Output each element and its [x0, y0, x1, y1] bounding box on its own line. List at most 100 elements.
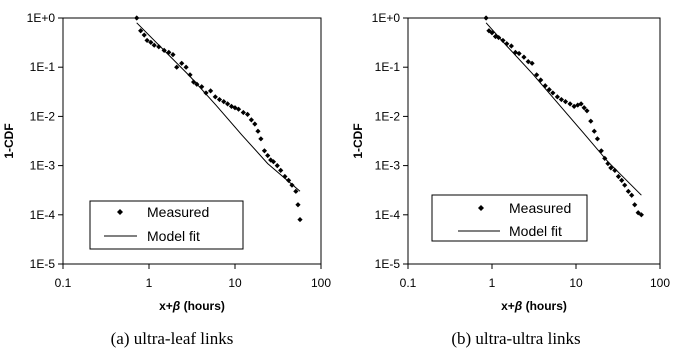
measured-point — [632, 202, 638, 208]
legend-box — [89, 200, 244, 250]
legend-label-measured: Measured — [147, 204, 209, 220]
x-axis-label: x+β (hours) — [159, 299, 225, 313]
measured-point — [216, 96, 223, 103]
x-tick-label: 10 — [228, 276, 242, 290]
measured-point — [496, 34, 502, 41]
measured-point — [293, 188, 299, 194]
measured-point — [285, 177, 292, 184]
measured-point — [166, 49, 172, 55]
measured-point — [268, 157, 274, 163]
y-tick-label: 1E-5 — [375, 257, 401, 271]
measured-point — [183, 64, 189, 70]
y-tick-label: 1E+0 — [27, 11, 56, 25]
measured-point — [512, 49, 519, 55]
chart-ultra-leaf: 1E+0 1E-1 1E-2 1E-3 1E-4 1E-5 0.1 1 10 1… — [2, 11, 331, 348]
x-axis-label-greek: β — [514, 299, 523, 313]
measured-point — [629, 192, 635, 198]
plot-frame — [407, 17, 661, 265]
measured-point — [274, 163, 280, 169]
legend-box — [431, 194, 588, 242]
measured-point — [199, 84, 205, 90]
measured-point — [258, 136, 264, 142]
legend-label-model: Model fit — [509, 223, 562, 239]
measured-point — [141, 32, 147, 38]
legend: Measured Model fit — [89, 200, 244, 250]
measured-point — [289, 182, 295, 188]
measured-point — [588, 118, 594, 124]
x-axis-label-tail: (hours) — [522, 299, 567, 313]
measured-point — [612, 167, 618, 173]
chart-caption: (b) ultra-ultra links — [451, 329, 580, 348]
x-tick-label: 10 — [569, 276, 583, 290]
measured-point — [235, 106, 242, 112]
legend-label-measured: Measured — [509, 200, 571, 216]
measured-point — [170, 52, 176, 58]
y-tick-label: 1E-1 — [375, 60, 401, 74]
x-axis: 0.1 1 10 100 — [400, 264, 670, 290]
measured-point — [278, 167, 284, 173]
x-axis: 0.1 1 10 100 — [55, 264, 331, 290]
x-tick-label: 0.1 — [400, 276, 417, 290]
measured-point — [144, 37, 150, 44]
measured-point — [584, 108, 590, 114]
measured-point — [489, 30, 495, 36]
measured-point — [615, 173, 622, 180]
measured-point — [638, 212, 644, 218]
measured-point — [622, 182, 628, 188]
measured-point — [594, 136, 601, 142]
measured-point — [534, 72, 540, 78]
measured-point — [525, 58, 531, 65]
measured-point — [203, 90, 209, 96]
measured-point — [282, 173, 288, 180]
x-tick-label: 1 — [146, 276, 153, 290]
measured-point — [608, 165, 614, 171]
measured-point — [558, 96, 564, 103]
y-tick-label: 1E-2 — [30, 109, 56, 123]
y-axis: 1E+0 1E-1 1E-2 1E-3 1E-4 1E-5 — [372, 11, 408, 271]
x-tick-label: 100 — [311, 276, 331, 290]
measured-point — [248, 117, 254, 123]
measured-point — [207, 88, 214, 94]
y-tick-label: 1E-3 — [375, 159, 401, 173]
chart-caption: (a) ultra-leaf links — [111, 329, 234, 348]
plot-frame — [62, 17, 322, 265]
measured-point — [244, 111, 251, 117]
y-tick-label: 1E-3 — [30, 159, 56, 173]
y-tick-label: 1E-1 — [30, 60, 56, 74]
y-axis-label: 1-CDF — [351, 123, 365, 158]
measured-point — [148, 39, 154, 45]
measured-point — [483, 15, 489, 21]
model-fit-line — [485, 22, 642, 196]
measured-point — [554, 94, 560, 100]
measured-point — [179, 60, 185, 66]
measured-point — [619, 177, 625, 184]
x-axis-label-main: x+ — [159, 299, 173, 313]
y-axis: 1E+0 1E-1 1E-2 1E-3 1E-4 1E-5 — [27, 11, 63, 271]
measured-point — [221, 98, 227, 105]
measured-point — [261, 148, 268, 154]
measured-point — [500, 37, 506, 44]
legend-marker-measured — [117, 209, 123, 215]
measured-point — [542, 83, 548, 89]
measured-point — [161, 47, 167, 53]
measured-point — [224, 101, 231, 107]
y-tick-label: 1E-4 — [30, 208, 56, 222]
measured-point — [598, 148, 604, 154]
measured-point — [134, 15, 140, 21]
measured-point — [562, 98, 569, 105]
x-axis-label-tail: (hours) — [180, 299, 225, 313]
measured-point — [508, 43, 514, 49]
measured-point — [521, 54, 527, 60]
measured-point — [602, 155, 608, 162]
measured-point — [151, 42, 157, 48]
y-tick-label: 1E-4 — [375, 208, 401, 222]
y-tick-label: 1E+0 — [372, 11, 401, 25]
measured-point — [516, 50, 522, 57]
x-tick-label: 1 — [489, 276, 496, 290]
measured-point — [591, 128, 597, 134]
measured-point — [265, 152, 271, 159]
y-tick-label: 1E-2 — [375, 109, 401, 123]
chart-ultra-ultra: 1E+0 1E-1 1E-2 1E-3 1E-4 1E-5 0.1 1 10 1… — [351, 11, 670, 348]
measured-point — [270, 159, 277, 165]
